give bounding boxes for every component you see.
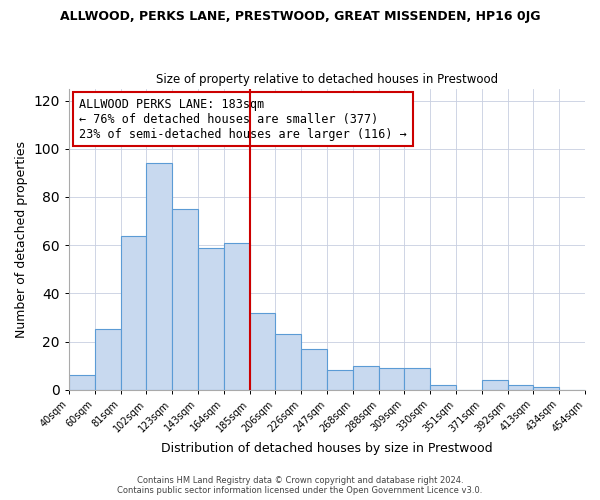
- Bar: [198, 248, 224, 390]
- Bar: [482, 380, 508, 390]
- Text: Contains HM Land Registry data © Crown copyright and database right 2024.
Contai: Contains HM Land Registry data © Crown c…: [118, 476, 482, 495]
- Bar: [250, 312, 275, 390]
- Title: Size of property relative to detached houses in Prestwood: Size of property relative to detached ho…: [156, 73, 498, 86]
- Bar: [172, 209, 198, 390]
- Bar: [69, 376, 95, 390]
- Bar: [404, 368, 430, 390]
- Text: ALLWOOD PERKS LANE: 183sqm
← 76% of detached houses are smaller (377)
23% of sem: ALLWOOD PERKS LANE: 183sqm ← 76% of deta…: [79, 98, 407, 140]
- X-axis label: Distribution of detached houses by size in Prestwood: Distribution of detached houses by size …: [161, 442, 493, 455]
- Bar: [275, 334, 301, 390]
- Y-axis label: Number of detached properties: Number of detached properties: [15, 140, 28, 338]
- Bar: [95, 330, 121, 390]
- Bar: [327, 370, 353, 390]
- Bar: [430, 385, 456, 390]
- Bar: [533, 388, 559, 390]
- Bar: [301, 349, 327, 390]
- Bar: [508, 385, 533, 390]
- Bar: [146, 163, 172, 390]
- Bar: [224, 243, 250, 390]
- Text: ALLWOOD, PERKS LANE, PRESTWOOD, GREAT MISSENDEN, HP16 0JG: ALLWOOD, PERKS LANE, PRESTWOOD, GREAT MI…: [60, 10, 540, 23]
- Bar: [353, 366, 379, 390]
- Bar: [121, 236, 146, 390]
- Bar: [379, 368, 404, 390]
